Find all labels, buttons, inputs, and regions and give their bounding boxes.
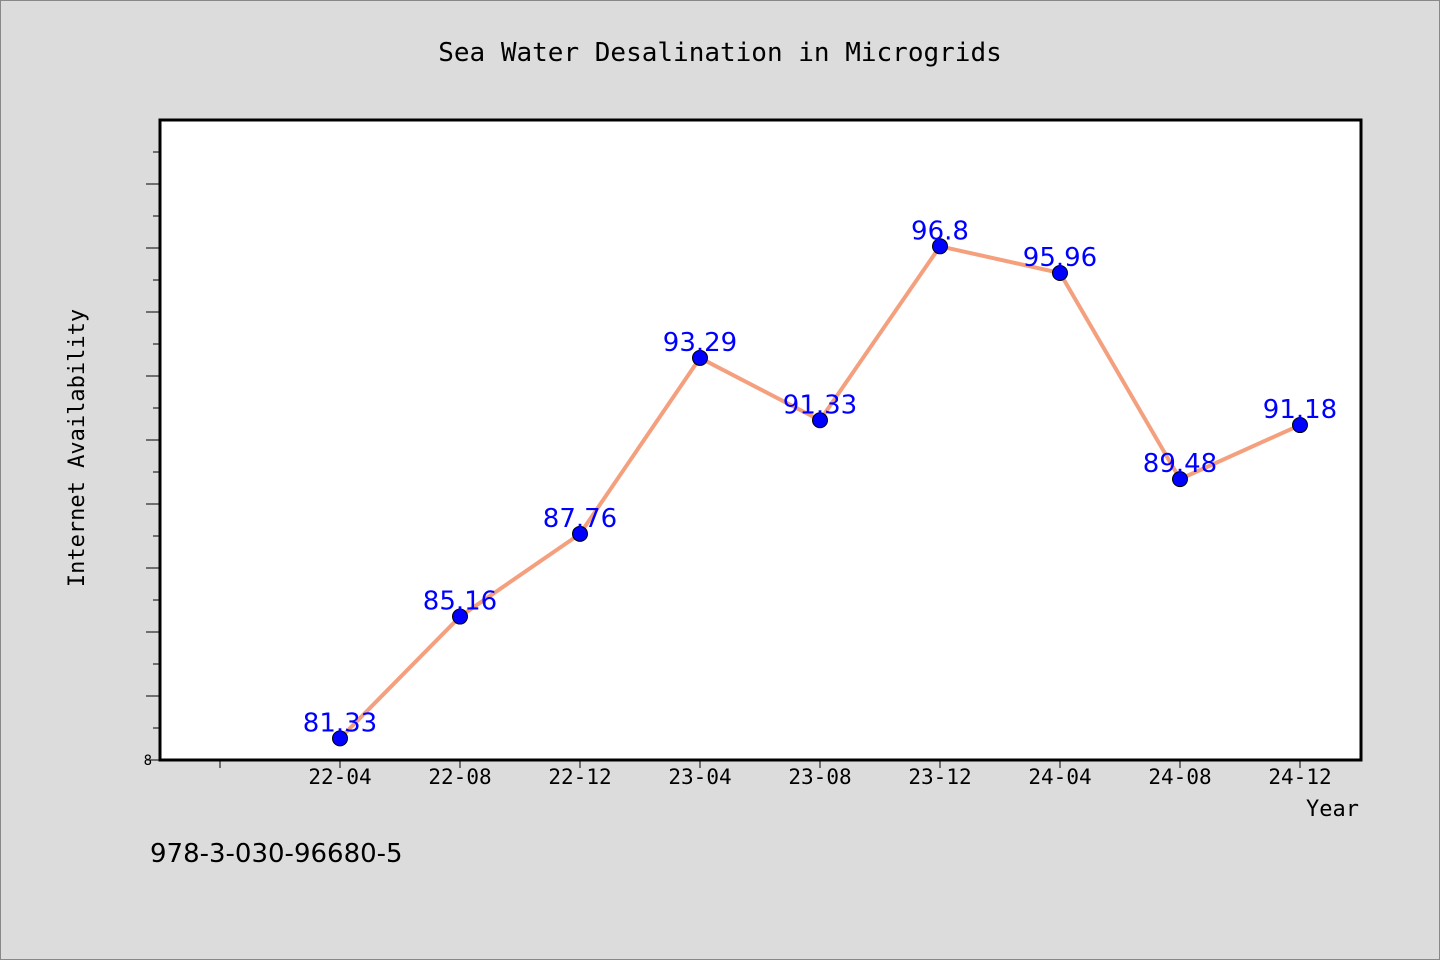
x-tick-label: 22-12 bbox=[548, 765, 611, 789]
x-tick-label: 22-04 bbox=[308, 765, 371, 789]
x-tick-label: 23-08 bbox=[788, 765, 851, 789]
data-label: 95.96 bbox=[1023, 243, 1097, 273]
data-label: 89.48 bbox=[1143, 449, 1217, 479]
x-tick-label: 24-08 bbox=[1148, 765, 1211, 789]
data-label: 91.33 bbox=[783, 390, 857, 420]
y-axis-title: Internet Availability bbox=[65, 309, 90, 587]
x-tick-label: 22-08 bbox=[428, 765, 491, 789]
x-tick-label: 23-04 bbox=[668, 765, 731, 789]
data-label: 91.18 bbox=[1263, 395, 1337, 425]
x-tick-label: 24-12 bbox=[1268, 765, 1331, 789]
data-label: 87.76 bbox=[543, 504, 617, 534]
plot-area bbox=[160, 120, 1361, 760]
x-tick-label: 23-12 bbox=[908, 765, 971, 789]
data-label: 93.29 bbox=[663, 328, 737, 358]
x-axis-ticks: 22-04 22-08 22-12 23-04 23-08 23-12 24-04 24-08… bbox=[220, 760, 1332, 789]
data-label: 85.16 bbox=[423, 587, 497, 617]
y-axis-min-label: 8 bbox=[144, 753, 152, 769]
y-axis-ticks bbox=[146, 152, 160, 760]
data-label: 96.8 bbox=[911, 216, 969, 246]
x-axis-title: Year bbox=[1306, 797, 1359, 822]
isbn-text: 978-3-030-96680-5 bbox=[150, 839, 403, 869]
data-label: 81.33 bbox=[303, 708, 377, 738]
x-tick-label: 24-04 bbox=[1028, 765, 1091, 789]
chart-title: Sea Water Desalination in Microgrids bbox=[438, 38, 1002, 68]
